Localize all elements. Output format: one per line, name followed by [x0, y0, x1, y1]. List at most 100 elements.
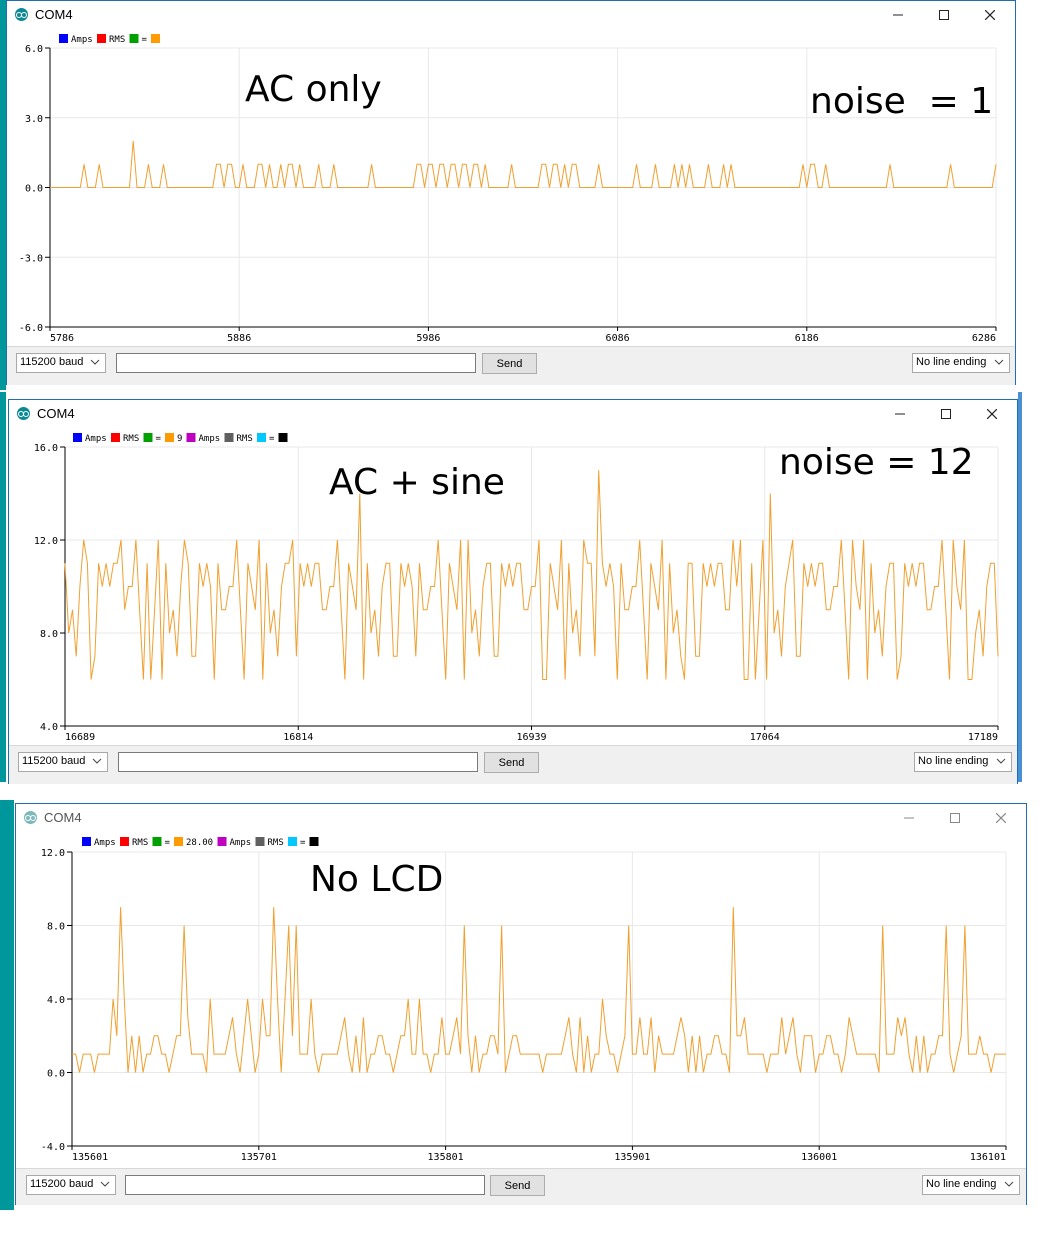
legend-swatch [288, 837, 297, 846]
legend-swatch [151, 34, 160, 43]
arduino-icon [15, 8, 28, 21]
legend-swatch [224, 433, 234, 442]
legend-swatch [255, 837, 265, 846]
chevron-down-icon [90, 359, 100, 365]
plot-canvas: 5786 5886 5986 6086 6186 6286 -6.0 -3.0 0.0 3.0 6.… [19, 34, 997, 344]
window-title: COM4 [37, 406, 75, 421]
chevron-down-icon [1004, 1181, 1014, 1187]
legend-swatch [111, 433, 120, 442]
line-ending-value: No line ending [926, 1178, 997, 1190]
legend-swatch [129, 34, 139, 43]
baud-select[interactable]: 115200 baud [18, 752, 108, 772]
serial-input[interactable] [125, 1175, 485, 1195]
legend-swatch [174, 837, 183, 846]
desktop-strip-top [0, 0, 6, 390]
bottom-toolbar: 115200 baud Send No line ending [16, 1168, 1026, 1205]
x-tick-label: 136001 [801, 1152, 837, 1163]
legend-swatch [309, 837, 319, 846]
legend-label: = [300, 838, 306, 848]
y-tick-label: -4.0 [41, 1142, 65, 1153]
legend-label: Amps [199, 434, 221, 444]
y-tick-label: 0.0 [25, 184, 43, 195]
y-tick-label: 16.0 [34, 443, 58, 454]
serial-input[interactable] [116, 353, 476, 373]
legend-label: Amps [230, 838, 252, 848]
maximize-button[interactable] [921, 1, 967, 29]
plot-annotation: AC + sine [329, 462, 505, 503]
line-ending-select[interactable]: No line ending [922, 1175, 1020, 1195]
baud-value: 115200 baud [20, 356, 84, 368]
minimize-button[interactable] [875, 1, 921, 29]
legend-swatch [82, 837, 91, 846]
y-tick-label: 4.0 [47, 995, 65, 1006]
plot-area: 135601 135701 135801 135901 136001 136101 -4.0… [16, 832, 1026, 1168]
x-tick-label: 5886 [227, 333, 251, 344]
arduino-icon [24, 811, 37, 824]
legend-label: = [142, 35, 148, 45]
legend-label: RMS [123, 434, 139, 444]
minimize-button[interactable] [886, 804, 932, 832]
baud-value: 115200 baud [22, 755, 86, 767]
x-tick-label: 16814 [283, 732, 313, 743]
serial-input[interactable] [118, 752, 478, 772]
x-tick-label: 135701 [241, 1152, 277, 1163]
y-tick-label: -3.0 [19, 253, 43, 264]
legend-label: Amps [94, 838, 116, 848]
maximize-button[interactable] [932, 804, 978, 832]
plot-annotation: AC only [245, 69, 382, 110]
line-ending-value: No line ending [918, 755, 989, 767]
serial-plotter-window-1: COM4 5786 5886 5986 6086 6186 6286 -6.0 -3.0 0.0… [6, 0, 1016, 385]
noise-annotation: noise = 1 [810, 81, 994, 122]
title-bar: COM4 [9, 400, 1017, 428]
plot-canvas: 135601 135701 135801 135901 136001 136101 -4.0… [41, 837, 1007, 1163]
close-button[interactable] [967, 1, 1013, 29]
noise-annotation: noise = 12 [779, 442, 974, 483]
baud-select[interactable]: 115200 baud [26, 1175, 116, 1195]
baud-value: 115200 baud [30, 1178, 94, 1190]
y-tick-label: 8.0 [40, 629, 58, 640]
serial-plotter-window-2: COM4 16689 16814 16939 17064 17189 4.0 8.0 12.0… [8, 399, 1018, 784]
y-tick-label: 12.0 [41, 848, 65, 859]
arduino-icon [17, 407, 30, 420]
window-title: COM4 [44, 810, 82, 825]
y-tick-label: 12.0 [34, 536, 58, 547]
x-tick-label: 135901 [614, 1152, 650, 1163]
minimize-button[interactable] [877, 400, 923, 428]
x-tick-label: 5986 [416, 333, 440, 344]
send-button[interactable]: Send [484, 752, 539, 773]
window-title: COM4 [35, 7, 73, 22]
y-tick-label: -6.0 [19, 323, 43, 334]
legend-swatch [165, 433, 174, 442]
line-ending-select[interactable]: No line ending [914, 752, 1012, 772]
plot-annotation: No LCD [310, 859, 444, 900]
line-ending-value: No line ending [916, 356, 987, 368]
legend-swatch [217, 837, 227, 846]
legend-label: 9 [177, 434, 182, 444]
legend-label: = [156, 434, 162, 444]
legend-label: RMS [268, 838, 284, 848]
legend-label: = [269, 434, 275, 444]
legend-swatch [152, 837, 162, 846]
x-tick-label: 6086 [606, 333, 630, 344]
legend-label: RMS [132, 838, 148, 848]
bottom-toolbar: 115200 baud Send No line ending [9, 745, 1017, 784]
baud-select[interactable]: 115200 baud [16, 353, 106, 373]
x-tick-label: 6186 [795, 333, 819, 344]
send-button[interactable]: Send [490, 1175, 545, 1196]
plot-canvas: 16689 16814 16939 17064 17189 4.0 8.0 12.0 16.0 A… [34, 433, 999, 743]
send-button[interactable]: Send [482, 353, 537, 374]
series-line [50, 140, 997, 188]
legend-swatch [257, 433, 266, 442]
legend-label: = [165, 838, 171, 848]
series-line [64, 470, 999, 680]
line-ending-select[interactable]: No line ending [912, 353, 1010, 373]
y-tick-label: 3.0 [25, 114, 43, 125]
chevron-down-icon [100, 1181, 110, 1187]
legend-swatch [73, 433, 82, 442]
x-tick-label: 136101 [970, 1152, 1006, 1163]
close-button[interactable] [978, 804, 1024, 832]
legend-label: RMS [237, 434, 253, 444]
legend-swatch [120, 837, 129, 846]
maximize-button[interactable] [923, 400, 969, 428]
close-button[interactable] [969, 400, 1015, 428]
